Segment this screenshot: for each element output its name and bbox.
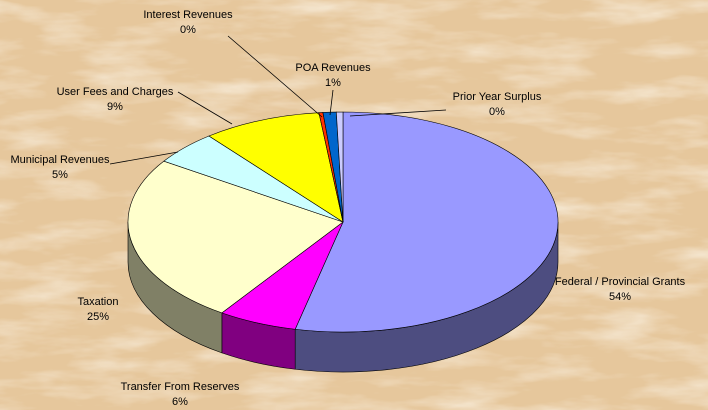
- slice-value-label: 1%: [325, 77, 341, 89]
- slice-label: Municipal Revenues: [10, 154, 110, 166]
- slice-value-label: 54%: [609, 291, 631, 303]
- labels: Federal / Provincial Grants 54% Transfer F…: [10, 9, 685, 408]
- leader-line: [177, 91, 233, 125]
- slice-label: Transfer From Reserves: [121, 381, 240, 393]
- slice-label: Federal / Provincial Grants: [555, 276, 686, 288]
- slice-label: POA Revenues: [295, 62, 371, 74]
- slice-value-label: 6%: [172, 396, 188, 408]
- slice-value-label: 0%: [489, 106, 505, 118]
- slice: [335, 111, 344, 223]
- slice: [208, 112, 344, 223]
- slice-value-label: 9%: [107, 101, 123, 113]
- slice-label: Interest Revenues: [143, 9, 233, 21]
- slice-label: Prior Year Surplus: [453, 91, 542, 103]
- slice-label: Taxation: [78, 296, 119, 308]
- slice-value-label: 0%: [180, 24, 196, 36]
- pie-tops: [127, 111, 559, 333]
- leader-line: [109, 151, 179, 165]
- leader-line: [227, 35, 323, 118]
- slice: [294, 111, 559, 333]
- slice-value-label: 5%: [52, 169, 68, 181]
- slice: [127, 160, 344, 314]
- leader-line: [329, 89, 334, 116]
- slice-value-label: 25%: [87, 311, 109, 323]
- slice-label: User Fees and Charges: [57, 86, 174, 98]
- leader-line: [349, 109, 447, 117]
